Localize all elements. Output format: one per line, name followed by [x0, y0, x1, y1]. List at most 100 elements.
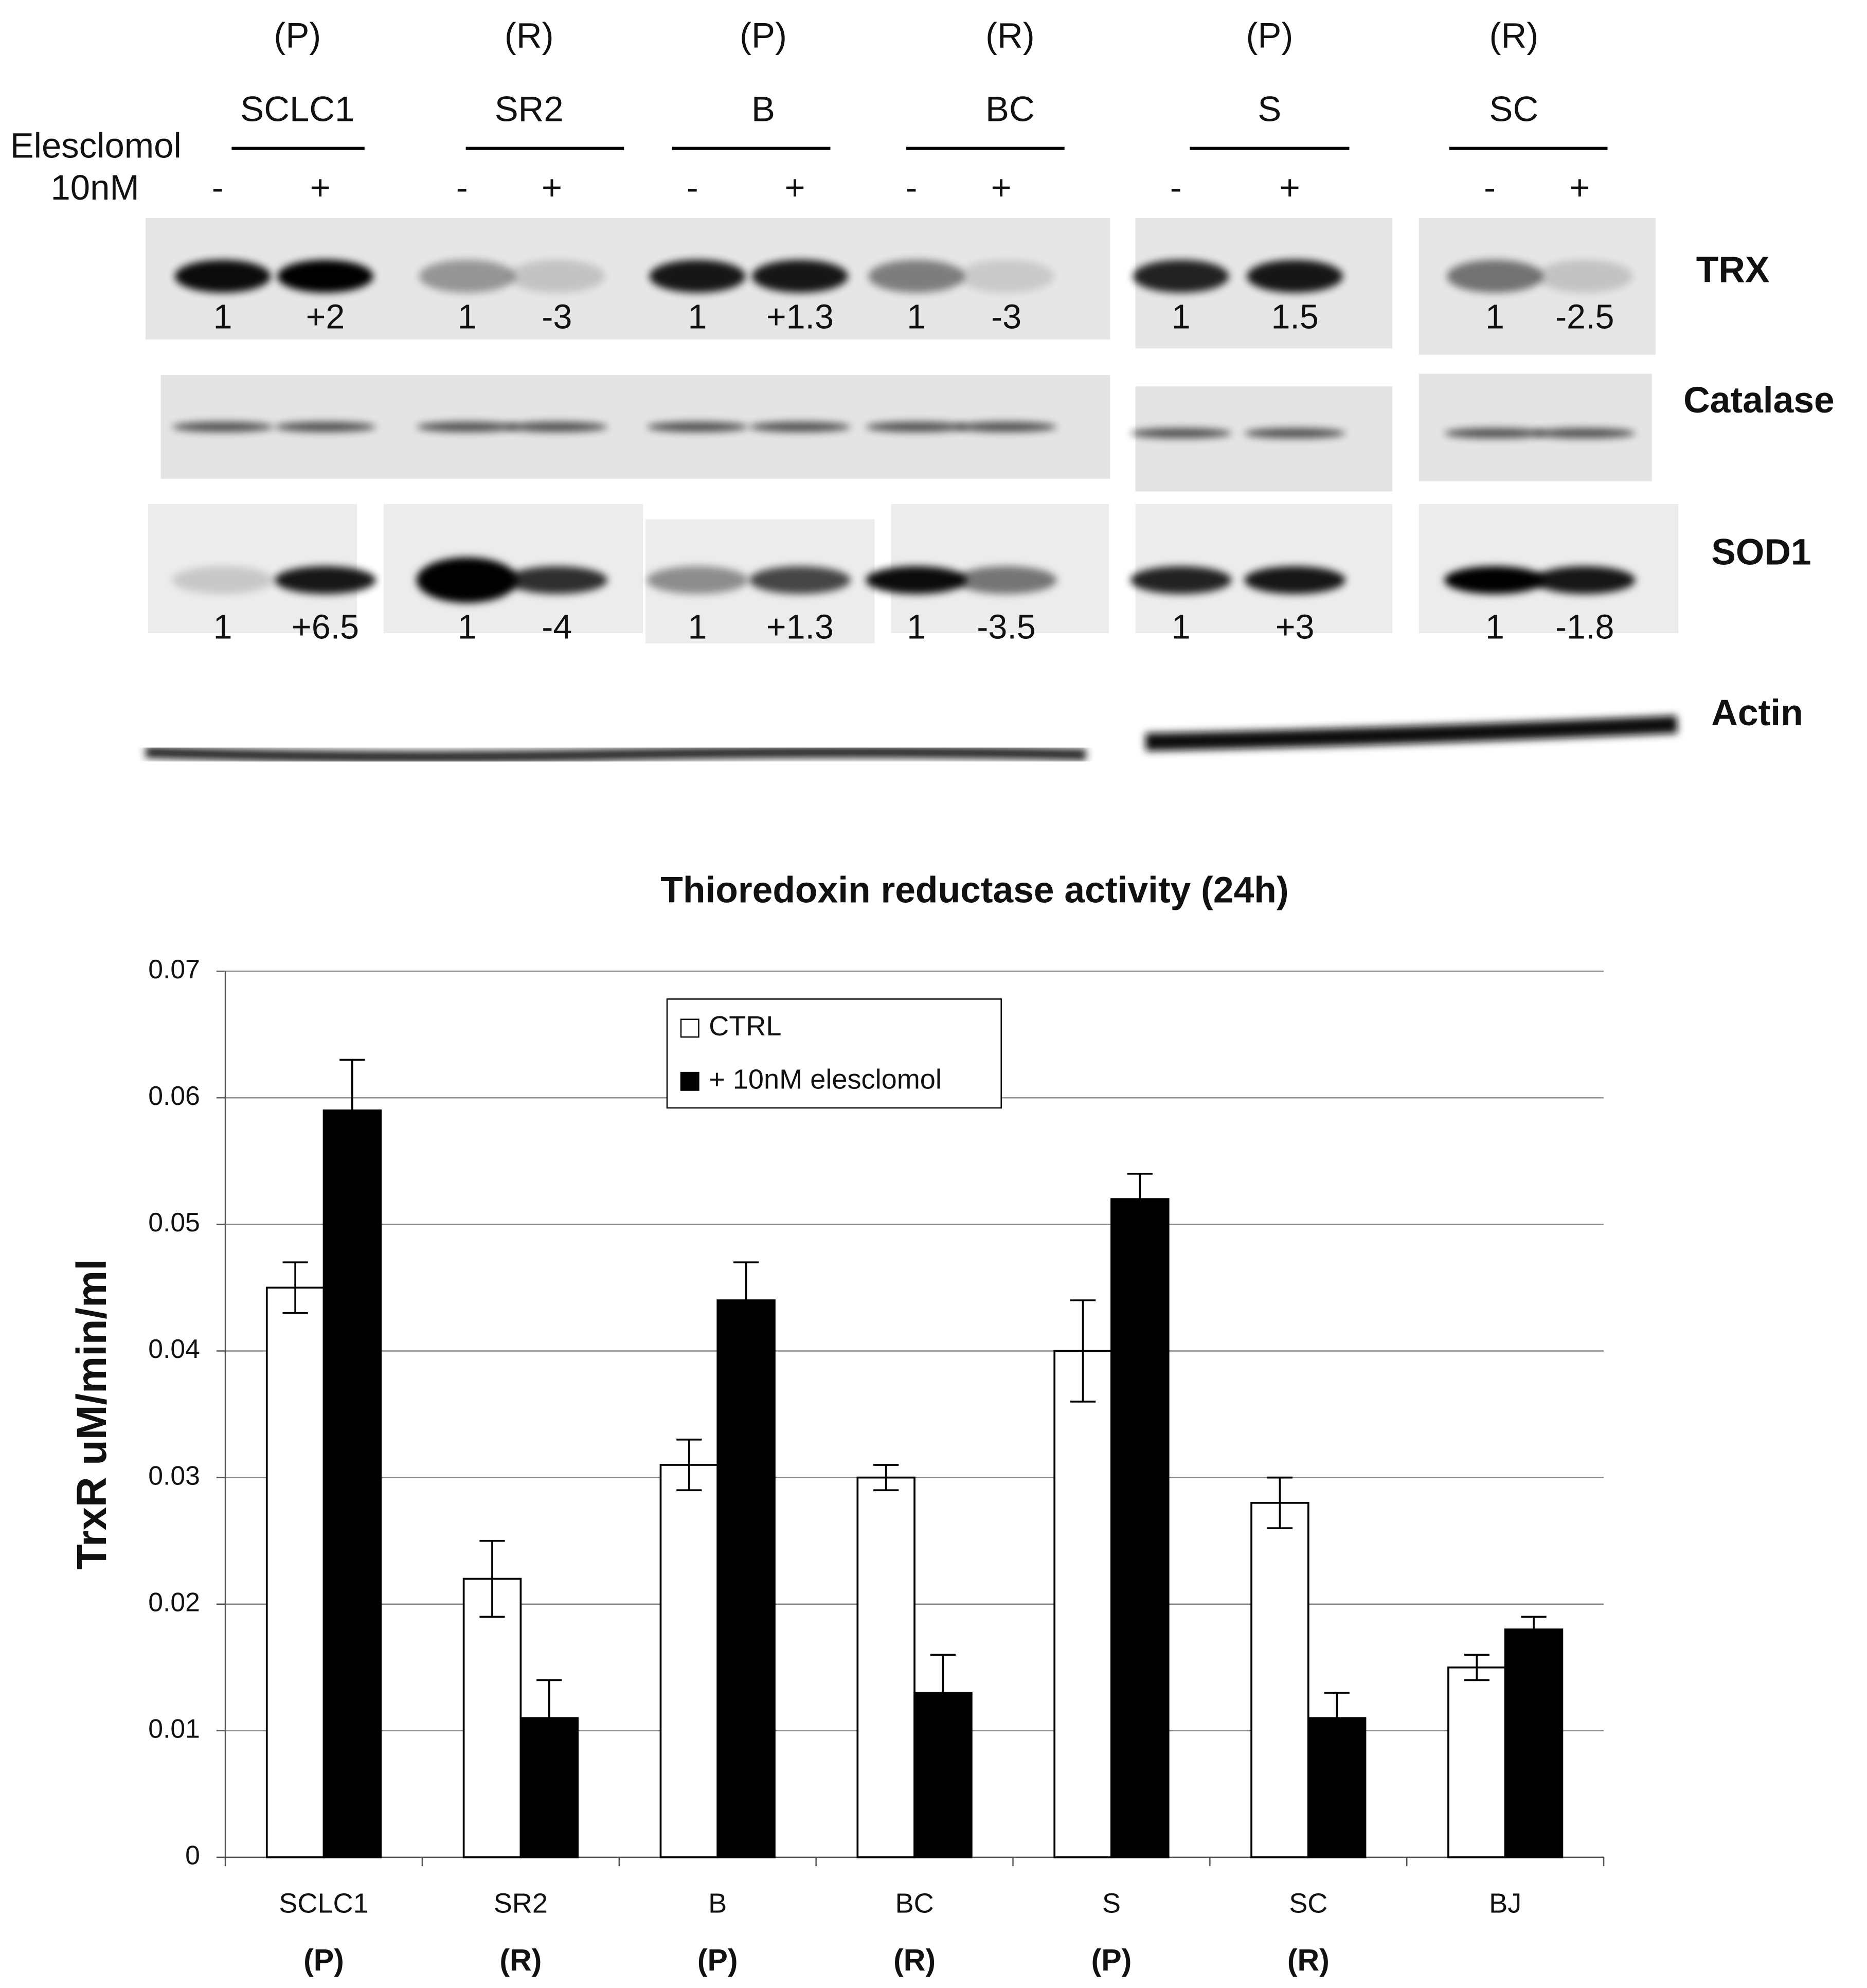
- group-name: BC: [985, 89, 1035, 129]
- quant-label: 1: [688, 298, 707, 336]
- y-tick-label: 0.06: [148, 1081, 200, 1111]
- band: [647, 566, 748, 594]
- band: [174, 260, 271, 293]
- quant-label: 1: [1485, 608, 1504, 646]
- treatment-label: Elesclomol: [10, 126, 182, 166]
- lane-sign: +: [310, 168, 331, 207]
- x-sublabel: (R): [893, 1943, 936, 1977]
- actin-band: [145, 746, 1086, 763]
- band: [1446, 260, 1543, 293]
- bar: [1504, 1628, 1564, 1858]
- band: [1247, 260, 1343, 293]
- bar: [913, 1692, 973, 1858]
- band: [1444, 428, 1546, 439]
- quant-label: +6.5: [292, 608, 359, 646]
- quant-label: -4: [542, 608, 572, 646]
- quant-label: 1: [1485, 298, 1504, 336]
- lane-sign: +: [1569, 168, 1590, 207]
- bar: [265, 1286, 325, 1858]
- dose-label: 10nM: [50, 168, 139, 207]
- y-axis-label: TrxR uM/min/ml: [68, 1259, 115, 1570]
- bar: [1250, 1501, 1309, 1858]
- quant-label: 1: [213, 608, 232, 646]
- group-status: (P): [1246, 16, 1293, 56]
- quant-label: 1: [907, 298, 926, 336]
- band: [277, 260, 373, 293]
- band: [1244, 566, 1346, 594]
- blot-panel: [383, 504, 643, 634]
- error-bar: [1127, 1173, 1153, 1226]
- x-tick-label: BJ: [1489, 1888, 1521, 1919]
- error-bar: [676, 1438, 702, 1492]
- band: [506, 566, 608, 594]
- quant-label: 1: [458, 608, 477, 646]
- quant-label: 1: [458, 298, 477, 336]
- quant-label: 1: [1172, 298, 1191, 336]
- band: [866, 422, 967, 432]
- error-bar: [1464, 1654, 1489, 1681]
- band: [1130, 566, 1232, 594]
- band: [958, 260, 1055, 293]
- x-tick-label: SR2: [494, 1888, 548, 1919]
- bar: [1053, 1350, 1112, 1858]
- legend-swatch: [680, 1018, 699, 1038]
- lane-sign: -: [212, 168, 224, 207]
- x-tick-label: BC: [895, 1888, 934, 1919]
- row-label: Actin: [1711, 692, 1803, 733]
- blot-panel: [1419, 504, 1679, 634]
- group-status: (R): [1489, 16, 1539, 56]
- band: [509, 260, 605, 293]
- band: [172, 422, 274, 432]
- band: [866, 566, 967, 594]
- band: [956, 566, 1057, 594]
- lane-sign: -: [687, 168, 698, 207]
- bar: [659, 1464, 719, 1858]
- quant-label: 1: [1172, 608, 1191, 646]
- x-sublabel: (R): [499, 1943, 542, 1977]
- error-bar: [1521, 1616, 1547, 1643]
- band: [647, 422, 748, 432]
- x-tick-label: B: [708, 1888, 727, 1919]
- y-tick-label: 0.02: [148, 1587, 200, 1617]
- quant-label: -2.5: [1555, 298, 1614, 336]
- actin-band: [1145, 715, 1678, 751]
- y-tick-label: 0.07: [148, 954, 200, 984]
- band: [868, 260, 965, 293]
- chart-title: Thioredoxin reductase activity (24h): [660, 869, 1288, 910]
- y-tick-label: 0: [185, 1840, 200, 1870]
- quant-label: 1: [213, 298, 232, 336]
- quant-label: +3: [1276, 608, 1315, 646]
- bar: [462, 1578, 522, 1858]
- error-bar: [733, 1261, 759, 1339]
- group-name: S: [1258, 89, 1281, 129]
- band: [1444, 566, 1546, 594]
- band: [1534, 566, 1636, 594]
- quant-label: +1.3: [766, 298, 834, 336]
- error-bar: [1070, 1299, 1096, 1403]
- error-bar: [339, 1059, 365, 1162]
- quant-label: -3: [542, 298, 572, 336]
- band: [1244, 428, 1346, 439]
- lane-sign: -: [905, 168, 917, 207]
- error-bar: [1267, 1476, 1293, 1529]
- band: [649, 260, 746, 293]
- error-bar: [930, 1654, 956, 1732]
- y-tick-label: 0.03: [148, 1460, 200, 1490]
- band: [1130, 428, 1232, 439]
- band: [749, 566, 851, 594]
- quant-label: -3: [991, 298, 1021, 336]
- blot-panel: [1419, 373, 1652, 481]
- quant-label: +1.3: [766, 608, 834, 646]
- quant-label: 1: [907, 608, 926, 646]
- band: [172, 566, 274, 594]
- band: [1133, 260, 1229, 293]
- error-bar: [536, 1679, 562, 1757]
- quant-label: -1.8: [1555, 608, 1614, 646]
- band: [419, 260, 515, 293]
- x-sublabel: (P): [1091, 1943, 1132, 1977]
- x-sublabel: (P): [303, 1943, 344, 1977]
- band: [956, 422, 1057, 432]
- group-name: SR2: [495, 89, 564, 129]
